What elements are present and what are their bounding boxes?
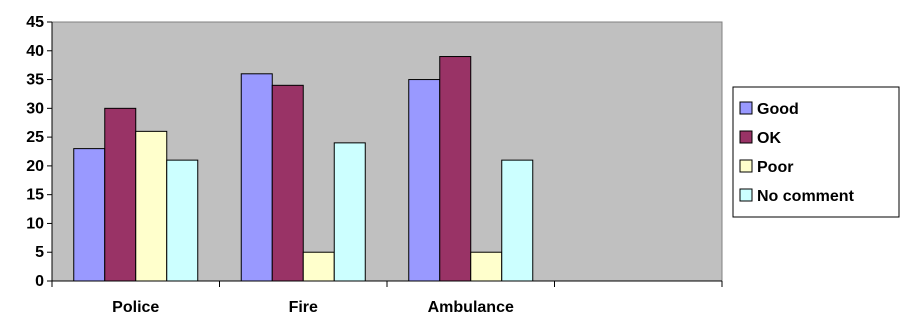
legend-swatch-good xyxy=(739,101,753,115)
x-category-label: Ambulance xyxy=(428,299,514,316)
y-tick-label: 15 xyxy=(26,187,44,204)
legend-swatch-no-comment xyxy=(739,188,753,202)
y-tick-label: 0 xyxy=(35,273,44,290)
x-category-label: Fire xyxy=(289,299,318,316)
y-tick-label: 5 xyxy=(35,244,44,261)
legend-swatch-ok xyxy=(739,130,753,144)
y-tick-label: 45 xyxy=(26,14,44,31)
x-category-label: Police xyxy=(112,299,159,316)
bars-layer xyxy=(73,56,534,282)
legend-label-ok: OK xyxy=(757,130,781,147)
bar-good-fire xyxy=(240,73,273,282)
legend-label-no-comment: No comment xyxy=(757,188,855,205)
y-tick-label: 10 xyxy=(26,215,44,232)
bar-poor-ambulance xyxy=(470,251,503,282)
bar-ok-ambulance xyxy=(439,56,472,282)
legend-box xyxy=(732,86,900,218)
legend-label-poor: Poor xyxy=(757,159,793,176)
legend: Good OK Poor No comment xyxy=(732,86,900,218)
y-tick-label: 20 xyxy=(26,158,44,175)
bar-ok-fire xyxy=(271,84,304,282)
bar-no-comment-fire xyxy=(333,142,366,282)
bar-good-police xyxy=(73,148,106,282)
legend-label-good: Good xyxy=(757,101,799,118)
bar-no-comment-ambulance xyxy=(501,159,534,282)
bar-no-comment-police xyxy=(166,159,199,282)
bar-good-ambulance xyxy=(408,79,441,282)
bar-poor-police xyxy=(135,130,168,282)
bar-poor-fire xyxy=(302,251,335,282)
axes-layer: 0 5 10 15 20 25 30 35 40 45 Police Fire Ambulance xyxy=(26,14,723,316)
y-tick-label: 40 xyxy=(26,43,44,60)
y-tick-label: 30 xyxy=(26,100,44,117)
y-tick-label: 35 xyxy=(26,72,44,89)
legend-swatch-poor xyxy=(739,159,753,173)
bar-ok-police xyxy=(104,107,137,282)
y-tick-label: 25 xyxy=(26,129,44,146)
